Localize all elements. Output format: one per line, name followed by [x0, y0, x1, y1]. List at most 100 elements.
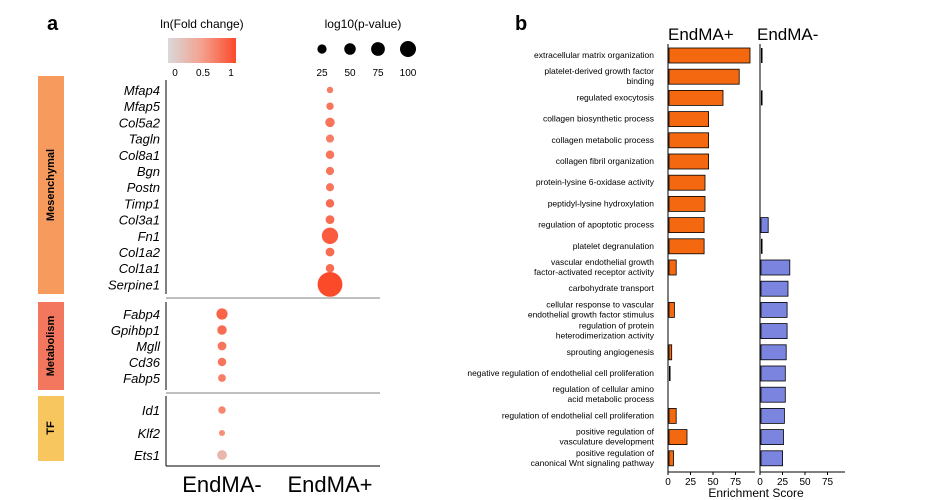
bar-plot: extracellular matrix organization platele…: [467, 47, 791, 468]
term-label: peptidyl-lysine hydroxylation: [548, 198, 655, 208]
gene-dot-col1a1: [325, 263, 335, 273]
column-title-endma-plus: EndMA+: [668, 25, 734, 44]
bar-endma-plus: [668, 174, 706, 191]
gene-label-cd36: Cd36: [129, 355, 161, 370]
fold-change-tick: 0.5: [196, 68, 210, 79]
bar-endma-plus: [669, 366, 671, 381]
gene-label-fabp5: Fabp5: [123, 371, 161, 386]
gene-label-col5a2: Col5a2: [119, 115, 161, 130]
term-label: regulation of cellular amino acid metabol…: [552, 384, 654, 404]
bar-endma-minus: [760, 217, 769, 234]
term-label: carbohydrate transport: [568, 283, 654, 293]
bar-endma-plus: [668, 195, 706, 212]
x-category-label-endma-minus: EndMA-: [182, 472, 261, 497]
pvalue-tick: 100: [400, 68, 417, 79]
gene-label-mfap4: Mfap4: [124, 83, 160, 98]
bar-endma-plus: [668, 259, 677, 276]
term-label: sprouting angiogenesis: [567, 347, 654, 357]
bar-endma-minus: [760, 365, 786, 382]
panel-a-label: a: [47, 13, 59, 35]
fold-change-legend-title: ln(Fold change): [160, 17, 243, 31]
bar-endma-minus: [760, 323, 788, 340]
x-category-label-endma-plus: EndMA+: [288, 472, 373, 497]
bar-endma-minus: [760, 429, 784, 446]
gene-dot-col1a2: [325, 247, 335, 257]
bar-endma-plus: [668, 217, 705, 234]
gene-dot-bgn: [325, 166, 335, 176]
gene-dot-gpihbp1: [217, 325, 227, 335]
term-label: collagen biosynthetic process: [543, 114, 654, 124]
pvalue-legend-title: log10(p-value): [325, 17, 402, 31]
gene-dot-tagln: [325, 134, 335, 143]
bar-endma-minus: [761, 48, 763, 63]
term-label: platelet-derived growth factor binding: [544, 66, 654, 86]
gene-dot-postn: [325, 183, 335, 192]
bar-endma-plus: [668, 132, 709, 149]
bar-endma-plus: [668, 301, 675, 318]
pvalue-tick: 25: [316, 68, 328, 79]
gene-label-id1: Id1: [142, 403, 160, 418]
panel-b-label: b: [515, 13, 527, 35]
gene-label-col1a1: Col1a1: [119, 261, 160, 276]
gene-label-bgn: Bgn: [137, 164, 160, 179]
gene-dot-mfap5: [326, 102, 334, 110]
bar-endma-plus: [668, 153, 709, 170]
group-label-tf: TF: [45, 421, 57, 435]
bar-endma-minus: [760, 301, 788, 318]
gene-dot-serpine1: [317, 272, 343, 297]
term-label: platelet degranulation: [573, 241, 655, 251]
pvalue-legend-dot: [400, 41, 416, 57]
gene-label-ets1: Ets1: [134, 448, 160, 463]
term-label: negative regulation of endothelial cell …: [467, 368, 654, 378]
gene-label-serpine1: Serpine1: [108, 277, 160, 292]
gene-label-tagln: Tagln: [129, 132, 160, 147]
fold-change-tick: 1: [228, 68, 234, 79]
bar-endma-minus: [761, 90, 763, 106]
bar-endma-minus: [760, 407, 785, 424]
gene-label-gpihbp1: Gpihbp1: [111, 323, 160, 338]
term-label: positive regulation of canonical Wnt sign…: [531, 448, 655, 468]
gene-dot-cd36: [217, 357, 227, 367]
bar-endma-plus: [668, 111, 709, 127]
panel-a: a ln(Fold change) 0 0.5 1 log10(p-value)…: [38, 13, 417, 497]
gene-dot-klf2: [218, 429, 226, 437]
gene-label-col1a2: Col1a2: [119, 245, 161, 260]
bar-endma-minus: [761, 238, 763, 254]
bar-endma-minus: [760, 450, 784, 467]
gene-label-timp1: Timp1: [124, 196, 160, 211]
bar-endma-plus: [668, 429, 688, 446]
bar-endma-minus: [760, 259, 791, 276]
gene-dot-mgll: [217, 341, 227, 351]
term-label: protein-lysine 6-oxidase activity: [536, 177, 655, 187]
panel-b: b EndMA+ EndMA- extracellular matrix org…: [467, 13, 845, 500]
bar-endma-plus: [668, 90, 724, 106]
pvalue-tick: 50: [344, 68, 356, 79]
bar-tick-label: 25: [685, 477, 697, 488]
gene-dot-mfap4: [326, 86, 334, 94]
bar-tick-label: 75: [822, 477, 834, 488]
fold-change-tick: 0: [172, 68, 178, 79]
group-box-metabolism: [38, 302, 64, 390]
term-label: cellular response to vascular endothelial…: [528, 299, 654, 319]
bar-tick-label: 50: [799, 477, 811, 488]
term-label: collagen fibril organization: [556, 156, 655, 166]
term-label: regulation of apoptotic process: [538, 220, 654, 230]
term-label: positive regulation of vasculature develo…: [559, 427, 654, 447]
term-label: extracellular matrix organization: [534, 50, 654, 60]
bar-endma-plus: [668, 47, 751, 64]
gene-label-fn1: Fn1: [138, 229, 160, 244]
bar-tick-label: 75: [730, 477, 742, 488]
gene-dot-col8a1: [325, 150, 335, 160]
bar-endma-plus: [668, 68, 740, 85]
gene-dot-fabp5: [218, 374, 226, 382]
bar-endma-minus: [760, 344, 787, 361]
bar-tick-label: 50: [707, 477, 719, 488]
gene-label-fabp4: Fabp4: [123, 307, 160, 322]
group-box-mesenchymal: [38, 76, 64, 294]
gene-dot-col3a1: [325, 215, 335, 225]
gene-dot-fabp4: [216, 308, 228, 320]
gene-label-mgll: Mgll: [136, 339, 161, 354]
column-title-endma-minus: EndMA-: [757, 25, 818, 44]
